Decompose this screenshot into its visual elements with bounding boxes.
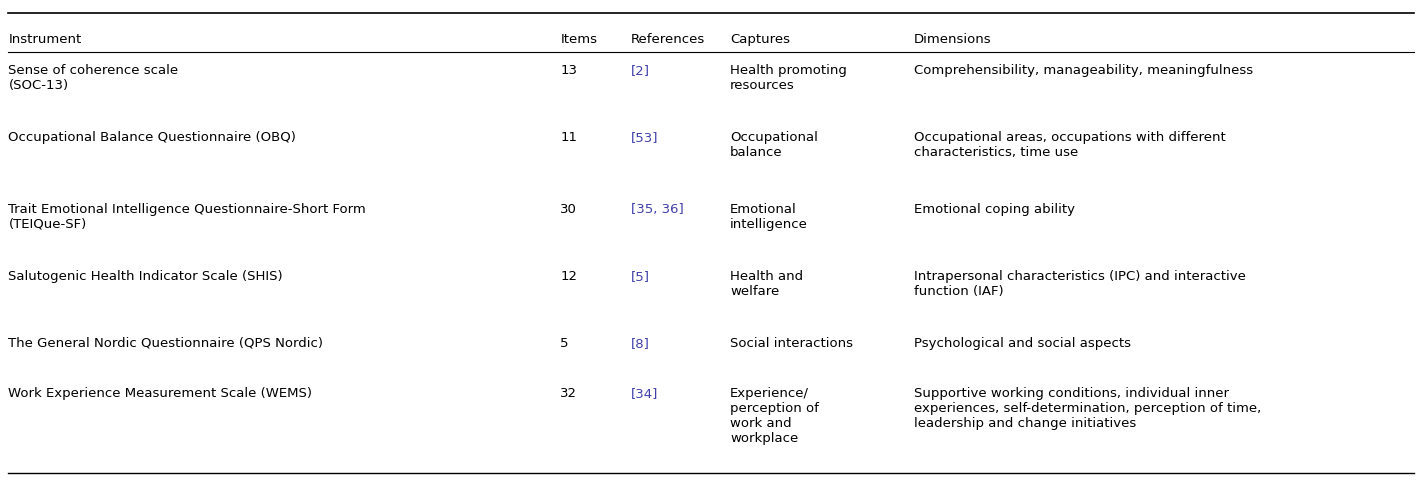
Text: Health promoting
resources: Health promoting resources — [730, 64, 847, 92]
Text: Work Experience Measurement Scale (WEMS): Work Experience Measurement Scale (WEMS) — [9, 387, 312, 400]
Text: Psychological and social aspects: Psychological and social aspects — [915, 337, 1132, 350]
Text: Intrapersonal characteristics (IPC) and interactive
function (IAF): Intrapersonal characteristics (IPC) and … — [915, 270, 1246, 298]
Text: Occupational Balance Questionnaire (OBQ): Occupational Balance Questionnaire (OBQ) — [9, 131, 296, 144]
Text: [8]: [8] — [631, 337, 649, 350]
Text: [53]: [53] — [631, 131, 659, 144]
Text: Emotional
intelligence: Emotional intelligence — [730, 202, 808, 231]
Text: The General Nordic Questionnaire (QPS Nordic): The General Nordic Questionnaire (QPS No… — [9, 337, 323, 350]
Text: 11: 11 — [560, 131, 577, 144]
Text: Emotional coping ability: Emotional coping ability — [915, 202, 1075, 215]
Text: Social interactions: Social interactions — [730, 337, 854, 350]
Text: Sense of coherence scale
(SOC-13): Sense of coherence scale (SOC-13) — [9, 64, 179, 92]
Text: [5]: [5] — [631, 270, 651, 283]
Text: Supportive working conditions, individual inner
experiences, self-determination,: Supportive working conditions, individua… — [915, 387, 1262, 430]
Text: Health and
welfare: Health and welfare — [730, 270, 804, 298]
Text: 30: 30 — [560, 202, 577, 215]
Text: [34]: [34] — [631, 387, 658, 400]
Text: [35, 36]: [35, 36] — [631, 202, 683, 215]
Text: Captures: Captures — [730, 33, 790, 45]
Text: [2]: [2] — [631, 64, 651, 77]
Text: Items: Items — [560, 33, 597, 45]
Text: 5: 5 — [560, 337, 569, 350]
Text: 13: 13 — [560, 64, 577, 77]
Text: Trait Emotional Intelligence Questionnaire-Short Form
(TEIQue-SF): Trait Emotional Intelligence Questionnai… — [9, 202, 366, 231]
Text: Occupational areas, occupations with different
characteristics, time use: Occupational areas, occupations with dif… — [915, 131, 1227, 159]
Text: Occupational
balance: Occupational balance — [730, 131, 818, 159]
Text: Dimensions: Dimensions — [915, 33, 991, 45]
Text: References: References — [631, 33, 705, 45]
Text: Comprehensibility, manageability, meaningfulness: Comprehensibility, manageability, meanin… — [915, 64, 1254, 77]
Text: Salutogenic Health Indicator Scale (SHIS): Salutogenic Health Indicator Scale (SHIS… — [9, 270, 284, 283]
Text: 12: 12 — [560, 270, 577, 283]
Text: Experience/
perception of
work and
workplace: Experience/ perception of work and workp… — [730, 387, 820, 445]
Text: 32: 32 — [560, 387, 577, 400]
Text: Instrument: Instrument — [9, 33, 82, 45]
